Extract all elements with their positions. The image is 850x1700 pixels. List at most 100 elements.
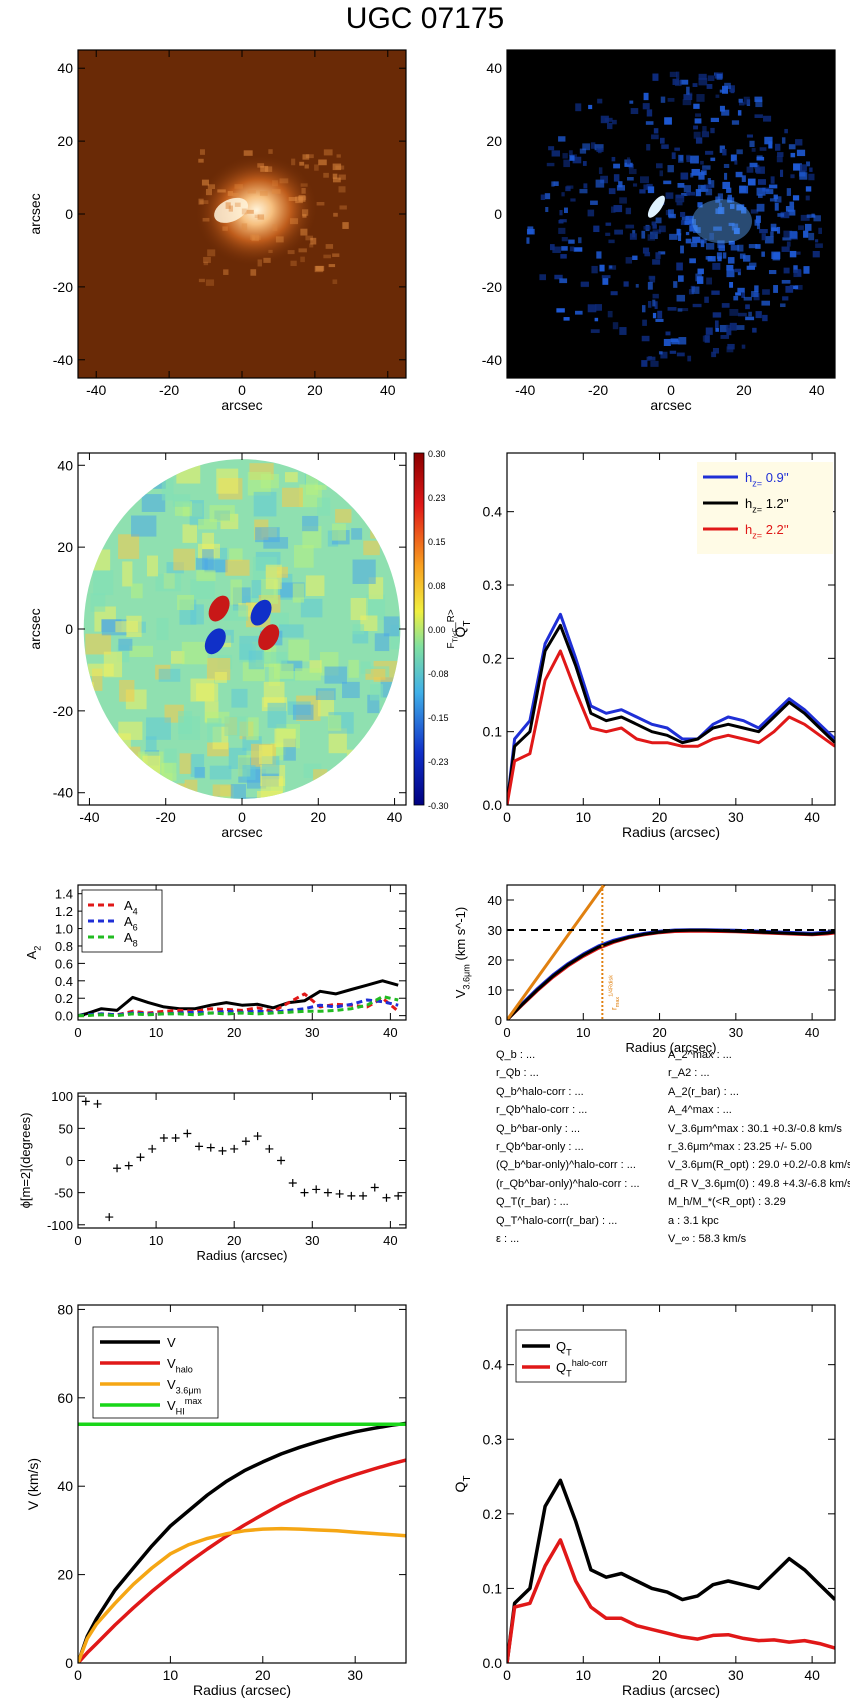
force-patch: [176, 461, 201, 484]
hi-clump: [562, 153, 568, 159]
phase-point: [148, 1144, 157, 1153]
hi-clump: [773, 252, 781, 260]
galaxy-texture: [234, 202, 241, 207]
force-patch: [262, 651, 288, 664]
hi-clump: [743, 255, 751, 262]
force-map-axes: -40 -20 0 20 40 -40 -20 0 20 40 arcsec arcsec: [27, 452, 407, 840]
hi-clump: [565, 186, 571, 192]
hi-clump: [737, 287, 745, 293]
force-patch: [242, 765, 256, 780]
hi-clump: [738, 312, 747, 317]
hi-clump: [728, 222, 735, 227]
force-patch: [350, 777, 376, 799]
galaxy-texture: [257, 214, 265, 220]
galaxy-texture: [323, 172, 329, 178]
hi-clump: [762, 289, 770, 295]
hi-clump: [695, 137, 703, 144]
force-patch: [342, 681, 360, 699]
rmax-label: rmax1/4Rdisk: [609, 975, 621, 1010]
hi-clump: [600, 115, 609, 124]
hi-clump: [704, 296, 709, 303]
force-patch: [239, 635, 264, 660]
hi-clump: [784, 128, 788, 134]
hi-clump: [775, 143, 781, 151]
series-line-0: [507, 612, 835, 805]
hi-clump: [793, 163, 802, 171]
galaxy-texture: [207, 249, 216, 257]
hi-clump: [687, 355, 692, 362]
y-tick-label: 0: [495, 1013, 502, 1028]
hi-clump: [720, 334, 730, 339]
hi-clump: [808, 232, 815, 241]
hi-clump: [605, 222, 612, 226]
hi-clump: [719, 105, 725, 112]
colorbar-tick-label: 0.23: [428, 493, 446, 503]
force-patch: [242, 595, 269, 607]
hi-clump: [749, 162, 758, 168]
legend-label: A6: [124, 914, 138, 933]
legend-label: QThalo-corr: [556, 1358, 608, 1378]
galaxy-texture: [251, 234, 259, 242]
phase-point: [81, 1097, 90, 1106]
force-patch: [263, 681, 285, 708]
hi-clump: [812, 250, 820, 258]
hi-clump: [726, 269, 735, 278]
hi-clump: [696, 276, 704, 284]
hi-clump: [693, 131, 701, 139]
hi-clump: [733, 227, 740, 235]
hi-clump: [552, 246, 561, 253]
legend-label: hz= 0.9'': [745, 470, 789, 489]
plot-frame: [506, 49, 836, 379]
force-patch: [383, 711, 401, 737]
hi-clump: [568, 239, 575, 244]
ir-image-panel: [78, 50, 406, 378]
info-entry: Q_b^halo-corr : ...: [496, 1085, 584, 1098]
galaxy-texture: [323, 254, 331, 259]
hi-clump: [722, 181, 731, 190]
y-tick-label: 20: [57, 133, 73, 149]
series-line-2: [78, 1526, 406, 1663]
hi-clump: [625, 207, 632, 215]
hi-clump: [697, 268, 704, 275]
hi-clump: [612, 119, 617, 125]
hi-clump: [679, 155, 684, 161]
force-patch: [223, 629, 234, 643]
force-patch: [315, 688, 336, 701]
y-tick-label: -20: [482, 279, 502, 295]
galaxy-texture: [339, 205, 347, 210]
hi-clump: [558, 227, 566, 234]
hi-clump: [659, 170, 663, 177]
hi-clump: [626, 157, 631, 165]
x-tick-label: 0: [74, 1667, 82, 1683]
hi-clump: [705, 243, 715, 250]
galaxy-texture: [305, 154, 314, 159]
x-tick-label: 0: [74, 1025, 81, 1040]
hi-clump: [717, 240, 725, 249]
legend-label: Vhalo: [167, 1356, 193, 1375]
hi-clump: [730, 88, 735, 94]
force-patch: [352, 624, 365, 635]
phase-point: [288, 1179, 297, 1187]
y-tick-label: 1.0: [55, 922, 73, 937]
x-tick-label: 20: [255, 1667, 271, 1683]
hi-clump: [790, 174, 795, 179]
force-patch: [202, 549, 214, 570]
hi-clump: [689, 258, 696, 264]
info-entry: ε : ...: [496, 1232, 520, 1245]
hi-clump: [651, 221, 657, 226]
info-right-column: A_2^max : ... r_A2 : ... A_2(r_bar) : ... A…: [668, 1046, 850, 1248]
y-tick-label: 0.4: [483, 1357, 503, 1373]
hi-clump: [607, 310, 613, 318]
phase-point: [206, 1143, 215, 1152]
force-patch: [253, 491, 277, 517]
hi-clump: [683, 94, 693, 101]
hi-clump: [618, 181, 623, 188]
galaxy-texture: [310, 237, 317, 245]
x-tick-label: 20: [310, 809, 326, 825]
hi-clump: [770, 231, 774, 237]
info-left-column: Q_b : ... r_Qb : ... Q_b^halo-corr : ... r_…: [496, 1046, 640, 1248]
galaxy-texture: [300, 228, 308, 236]
x-axis-label: Radius (arcsec): [196, 1248, 287, 1263]
hi-clump: [564, 207, 568, 214]
hi-clump: [595, 304, 602, 311]
